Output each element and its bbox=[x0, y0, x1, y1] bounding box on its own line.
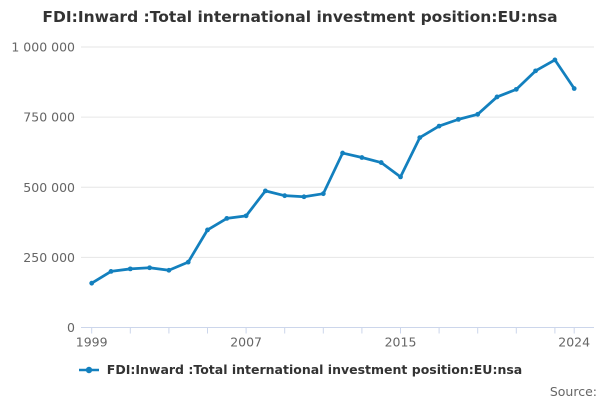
data-point-2007[interactable] bbox=[243, 213, 249, 219]
data-point-2014[interactable] bbox=[378, 160, 384, 165]
data-point-2001[interactable] bbox=[127, 266, 133, 272]
legend-label: FDI:Inward :Total international investme… bbox=[106, 362, 523, 377]
x-axis-label: 2007 bbox=[230, 335, 262, 350]
data-point-2009[interactable] bbox=[282, 193, 288, 199]
data-point-2003[interactable] bbox=[166, 267, 172, 273]
series-line bbox=[90, 58, 576, 285]
data-point-2021[interactable] bbox=[513, 86, 519, 92]
data-point-2004[interactable] bbox=[185, 259, 191, 265]
data-point-2000[interactable] bbox=[108, 269, 114, 274]
data-point-2005[interactable] bbox=[205, 227, 210, 233]
x-axis-label: 2024 bbox=[558, 335, 590, 350]
data-point-2006[interactable] bbox=[224, 215, 230, 221]
data-point-2015[interactable] bbox=[398, 174, 403, 180]
data-point-2013[interactable] bbox=[359, 155, 365, 160]
data-point-2020[interactable] bbox=[494, 94, 500, 100]
y-axis-label: 250 000 bbox=[23, 250, 75, 265]
x-axis-label: 2015 bbox=[385, 335, 417, 350]
data-point-2016[interactable] bbox=[417, 135, 423, 141]
data-point-2023[interactable] bbox=[552, 57, 558, 63]
y-axis-label: 0 bbox=[67, 320, 75, 335]
chart-title: FDI:Inward :Total international investme… bbox=[42, 8, 558, 26]
data-point-1999[interactable] bbox=[89, 280, 95, 286]
data-point-2018[interactable] bbox=[456, 116, 461, 122]
data-point-2008[interactable] bbox=[263, 188, 268, 194]
data-point-2002[interactable] bbox=[147, 265, 153, 271]
data-point-2022[interactable] bbox=[533, 68, 538, 74]
legend-marker-dot bbox=[85, 366, 92, 373]
y-axis-label: 1 000 000 bbox=[11, 40, 75, 55]
data-point-2017[interactable] bbox=[436, 123, 442, 129]
y-axis-label: 750 000 bbox=[23, 110, 75, 125]
data-point-2012[interactable] bbox=[340, 150, 345, 156]
x-axis-label: 1999 bbox=[76, 335, 108, 350]
line-chart: 0 250 000 500 000 750 000 1 000 000 1999 2007 2… bbox=[11, 40, 594, 350]
data-point-2011[interactable] bbox=[320, 191, 326, 197]
y-axis-label: 500 000 bbox=[23, 180, 75, 195]
legend[interactable]: FDI:Inward :Total international investme… bbox=[0, 362, 600, 377]
legend-marker bbox=[78, 366, 99, 373]
data-point-2024[interactable] bbox=[571, 86, 577, 91]
data-point-2010[interactable] bbox=[301, 194, 307, 200]
data-point-2019[interactable] bbox=[475, 111, 481, 117]
source-label: Source: bbox=[549, 384, 597, 399]
